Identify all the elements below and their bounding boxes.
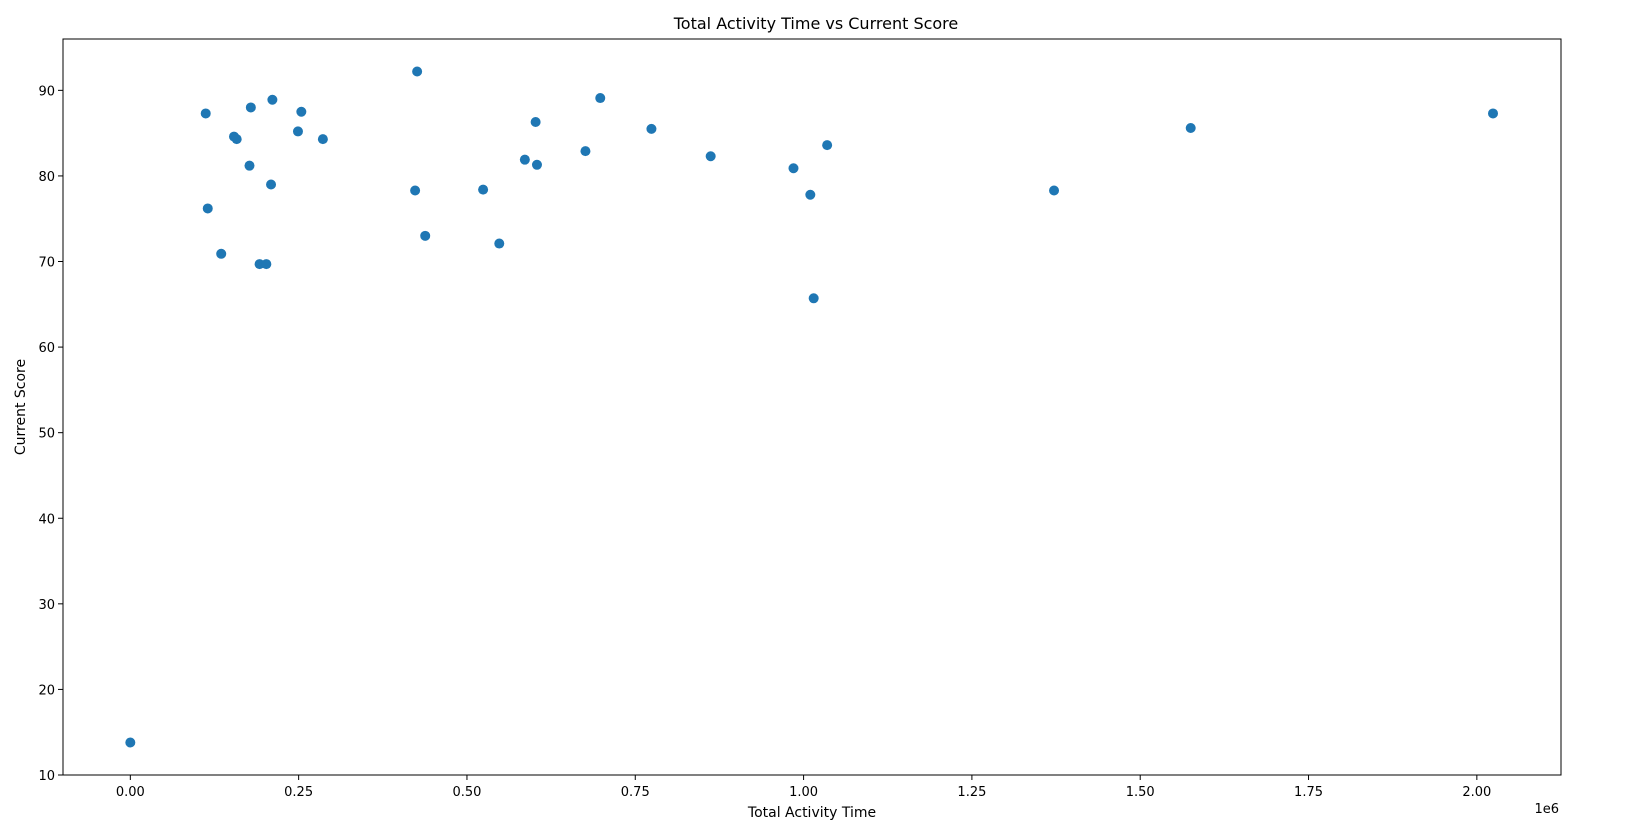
- y-tick-label: 10: [38, 769, 55, 784]
- x-tick-label: 0.50: [452, 785, 481, 800]
- data-point: [580, 146, 591, 157]
- data-point: [216, 248, 227, 259]
- x-tick-label: 2.00: [1462, 785, 1491, 800]
- data-point: [200, 108, 211, 119]
- x-axis-offset-label: 1e6: [1534, 802, 1559, 817]
- data-point: [808, 293, 819, 304]
- data-point: [317, 134, 328, 145]
- data-point: [296, 106, 307, 117]
- data-point: [531, 159, 542, 170]
- data-point: [822, 140, 833, 151]
- x-tick-label: 1.00: [789, 785, 818, 800]
- x-tick-label: 1.50: [1126, 785, 1155, 800]
- data-point: [420, 230, 431, 241]
- data-point: [292, 126, 303, 137]
- data-point: [412, 66, 423, 77]
- y-tick-label: 40: [38, 512, 55, 527]
- data-point: [266, 179, 277, 190]
- data-point: [805, 189, 816, 200]
- data-point: [410, 185, 421, 196]
- data-point: [125, 737, 136, 748]
- x-tick-label: 0.25: [284, 785, 313, 800]
- data-point: [1185, 123, 1196, 134]
- data-points: [125, 66, 1499, 748]
- x-tick-label: 1.25: [957, 785, 986, 800]
- data-point: [245, 102, 256, 113]
- data-point: [478, 184, 489, 195]
- data-point: [267, 94, 278, 105]
- data-point: [244, 160, 255, 171]
- data-point: [261, 259, 272, 270]
- y-tick-label: 70: [38, 256, 55, 271]
- y-tick-label: 90: [38, 84, 55, 99]
- x-axis-title: Total Activity Time: [747, 805, 876, 820]
- y-tick-label: 50: [38, 427, 55, 442]
- data-point: [705, 151, 716, 162]
- data-point: [595, 93, 606, 104]
- data-point: [1049, 185, 1060, 196]
- y-tick-label: 30: [38, 598, 55, 613]
- y-tick-label: 60: [38, 341, 55, 356]
- plot-area-frame: [62, 38, 1562, 776]
- y-axis-title: Current Score: [13, 359, 29, 455]
- y-axis: 10 20 30 40 50 60 70 80 90: [38, 84, 63, 784]
- data-point: [1488, 108, 1499, 119]
- x-tick-label: 1.75: [1294, 785, 1323, 800]
- chart-title: Total Activity Time vs Current Score: [673, 14, 959, 33]
- data-point: [202, 203, 213, 214]
- data-point: [530, 117, 541, 128]
- data-point: [646, 123, 657, 134]
- y-tick-label: 20: [38, 683, 55, 698]
- x-tick-label: 0.75: [621, 785, 650, 800]
- data-point: [231, 134, 242, 145]
- x-tick-label: 0.00: [116, 785, 145, 800]
- data-point: [494, 238, 505, 249]
- y-tick-label: 80: [38, 170, 55, 185]
- x-axis: 0.00 0.25 0.50 0.75 1.00 1.25 1.50 1.75 2.00: [116, 775, 1491, 800]
- data-point: [788, 163, 799, 174]
- data-point: [519, 154, 530, 165]
